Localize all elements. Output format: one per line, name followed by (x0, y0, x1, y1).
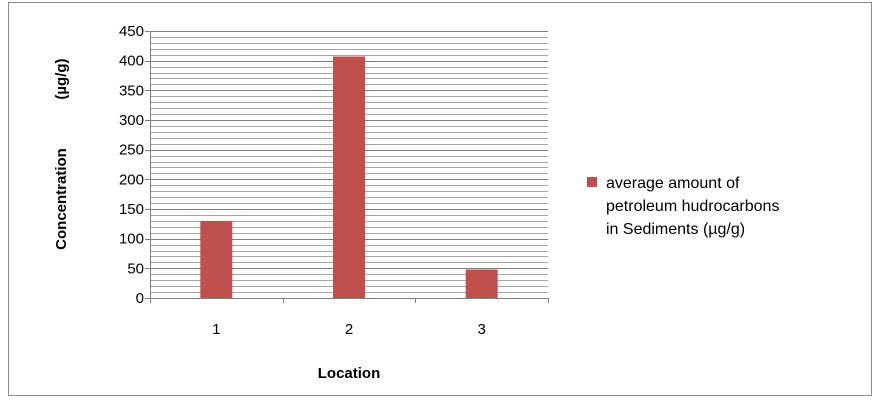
x-tick-label: 3 (477, 321, 485, 338)
legend-label-line-2: petroleum hudrocarbons (606, 198, 779, 215)
x-tick-label: 1 (212, 321, 220, 338)
y-axis-title-main: Concentration (53, 148, 70, 250)
axes (145, 31, 549, 303)
x-axis-title: Location (318, 365, 381, 382)
y-tick-label: 300 (119, 112, 144, 129)
y-tick-label: 100 (119, 231, 144, 248)
legend-label-line-3: in Sediments (µg/g) (606, 221, 745, 238)
y-tick-label: 250 (119, 142, 144, 159)
x-tick-label: 2 (345, 321, 353, 338)
y-tick-label: 200 (119, 171, 144, 188)
y-tick-label: 450 (119, 23, 144, 40)
y-tick-label: 150 (119, 201, 144, 218)
y-tick-label: 50 (127, 260, 144, 277)
legend-swatch (587, 177, 597, 187)
y-tick-label: 400 (119, 53, 144, 70)
bar-location-3 (465, 269, 498, 298)
legend-label-line-1: average amount of (606, 175, 740, 192)
y-axis-title-unit: (µg/g) (53, 58, 70, 99)
y-tick-label: 0 (136, 290, 144, 307)
y-tick-label: 350 (119, 82, 144, 99)
x-tick-labels: 1 2 3 (212, 321, 486, 338)
bar-location-2 (333, 56, 365, 298)
legend: average amount of petroleum hudrocarbons… (587, 175, 779, 238)
y-tick-labels: 0 50 100 150 200 250 300 350 400 450 (119, 23, 144, 307)
bars (200, 56, 498, 298)
bar-location-1 (200, 220, 233, 298)
y-axis-title: Concentration (µg/g) (53, 58, 70, 249)
